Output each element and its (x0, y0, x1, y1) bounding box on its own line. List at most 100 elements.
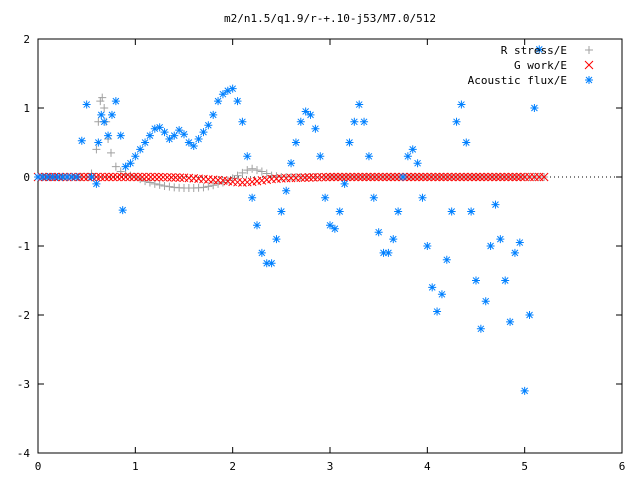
point-acoustic-flux-e (374, 228, 383, 237)
point-acoustic-flux-e (413, 159, 422, 168)
point-acoustic-flux-e (209, 110, 218, 119)
legend-label-r-stress-e: R stress/E (501, 44, 567, 57)
point-acoustic-flux-e (48, 173, 57, 181)
point-acoustic-flux-e (403, 152, 412, 161)
point-acoustic-flux-e (530, 104, 539, 112)
point-acoustic-flux-e (277, 207, 286, 216)
x-tick-label: 6 (619, 460, 626, 473)
y-tick-label: 1 (23, 102, 30, 115)
point-acoustic-flux-e (218, 90, 227, 99)
point-acoustic-flux-e (170, 131, 179, 140)
point-acoustic-flux-e (379, 248, 388, 257)
point-acoustic-flux-e (204, 121, 213, 130)
point-acoustic-flux-e (248, 193, 257, 202)
point-r-stress-e (92, 145, 101, 154)
point-r-stress-e (209, 181, 218, 190)
point-acoustic-flux-e (38, 173, 47, 181)
point-acoustic-flux-e (243, 152, 252, 161)
point-acoustic-flux-e (476, 324, 485, 333)
plot-frame (37, 38, 623, 454)
point-g-work-e (321, 172, 331, 182)
point-g-work-e (100, 172, 110, 182)
point-acoustic-flux-e (472, 276, 480, 285)
point-g-work-e (154, 172, 164, 182)
point-g-work-e (171, 173, 181, 182)
point-g-work-e (296, 173, 306, 183)
point-acoustic-flux-e (306, 110, 315, 119)
point-r-stress-e (262, 169, 271, 178)
point-acoustic-flux-e (199, 128, 208, 137)
point-r-stress-e (253, 166, 261, 175)
y-tick-label: -4 (17, 447, 31, 460)
point-acoustic-flux-e (180, 130, 188, 139)
point-acoustic-flux-e (340, 179, 349, 188)
legend-marker-r-stress-e (585, 46, 593, 54)
point-g-work-e (108, 172, 118, 182)
point-acoustic-flux-e (316, 152, 325, 161)
point-acoustic-flux-e (189, 141, 198, 150)
legend-marker-g-work-e (584, 60, 594, 70)
point-acoustic-flux-e (233, 97, 242, 106)
point-acoustic-flux-e (272, 235, 281, 244)
point-g-work-e (479, 172, 489, 182)
x-tick-label: 0 (35, 460, 42, 473)
point-g-work-e (349, 172, 359, 182)
y-tick-label: 2 (23, 33, 30, 46)
point-g-work-e (137, 172, 147, 182)
point-acoustic-flux-e (282, 186, 291, 195)
point-g-work-e (455, 172, 465, 182)
point-acoustic-flux-e (535, 45, 544, 54)
point-acoustic-flux-e (408, 145, 417, 154)
point-g-work-e (382, 172, 392, 182)
point-g-work-e (427, 172, 436, 182)
point-acoustic-flux-e (389, 235, 398, 244)
point-r-stress-e (111, 162, 120, 171)
point-g-work-e (104, 172, 114, 182)
point-g-work-e (362, 172, 371, 182)
point-r-stress-e (243, 166, 252, 175)
point-acoustic-flux-e (447, 207, 456, 216)
point-acoustic-flux-e (486, 242, 495, 250)
point-acoustic-flux-e (506, 317, 515, 326)
point-acoustic-flux-e (53, 173, 62, 181)
point-acoustic-flux-e (330, 224, 339, 233)
point-acoustic-flux-e (496, 235, 505, 244)
point-acoustic-flux-e (214, 97, 223, 106)
point-acoustic-flux-e (418, 193, 427, 202)
plot-border (37, 38, 623, 454)
point-acoustic-flux-e (467, 207, 476, 216)
point-acoustic-flux-e (228, 84, 237, 93)
point-g-work-e (354, 172, 363, 182)
point-acoustic-flux-e (194, 135, 203, 144)
point-g-work-e (414, 172, 424, 182)
point-acoustic-flux-e (100, 117, 109, 126)
point-g-work-e (431, 172, 440, 182)
point-g-work-e (345, 172, 355, 182)
point-acoustic-flux-e (481, 297, 490, 306)
point-acoustic-flux-e (311, 124, 320, 133)
x-tick-label: 2 (229, 460, 236, 473)
point-acoustic-flux-e (301, 107, 310, 116)
point-acoustic-flux-e (399, 173, 407, 181)
point-g-work-e (402, 172, 412, 182)
point-acoustic-flux-e (364, 152, 373, 161)
point-g-work-e (325, 172, 335, 182)
point-g-work-e (516, 172, 525, 182)
point-acoustic-flux-e (442, 255, 451, 264)
point-acoustic-flux-e (437, 290, 446, 299)
point-acoustic-flux-e (184, 138, 193, 147)
point-acoustic-flux-e (428, 283, 437, 292)
point-acoustic-flux-e (165, 135, 174, 144)
point-acoustic-flux-e (350, 117, 359, 126)
y-tick-label: -1 (17, 240, 30, 253)
point-r-stress-e (98, 93, 107, 102)
point-g-work-e (463, 172, 473, 182)
point-acoustic-flux-e (287, 159, 296, 168)
series-acoustic-flux-e (34, 45, 544, 395)
x-tick-label: 5 (521, 460, 528, 473)
point-acoustic-flux-e (43, 173, 52, 181)
point-g-work-e (129, 172, 139, 182)
series-points (33, 45, 549, 395)
point-acoustic-flux-e (107, 110, 116, 119)
point-g-work-e (443, 172, 452, 182)
